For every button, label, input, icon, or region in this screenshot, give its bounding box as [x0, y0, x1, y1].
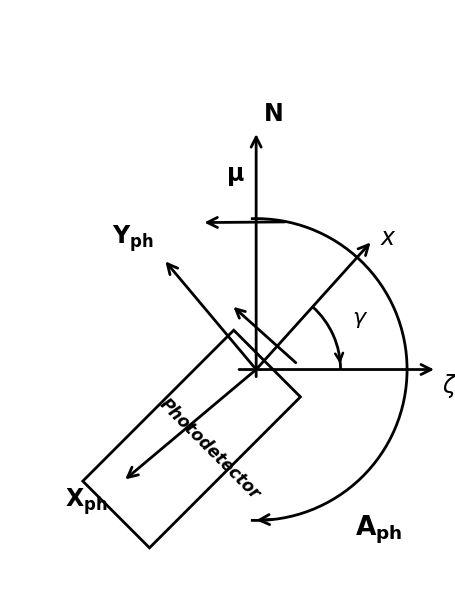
Text: Photodetector: Photodetector [155, 395, 263, 503]
Text: $\mathbf{X}_{\mathbf{ph}}$: $\mathbf{X}_{\mathbf{ph}}$ [66, 486, 108, 517]
Text: $\mathbf{A}_{\mathbf{ph}}$: $\mathbf{A}_{\mathbf{ph}}$ [354, 514, 402, 546]
Text: $\mathbf{Y}_{\mathbf{ph}}$: $\mathbf{Y}_{\mathbf{ph}}$ [111, 224, 153, 254]
Text: N: N [263, 102, 283, 126]
Text: μ: μ [227, 162, 244, 186]
Text: x: x [379, 226, 394, 250]
Text: γ: γ [352, 308, 365, 328]
Text: ζ: ζ [441, 374, 454, 399]
